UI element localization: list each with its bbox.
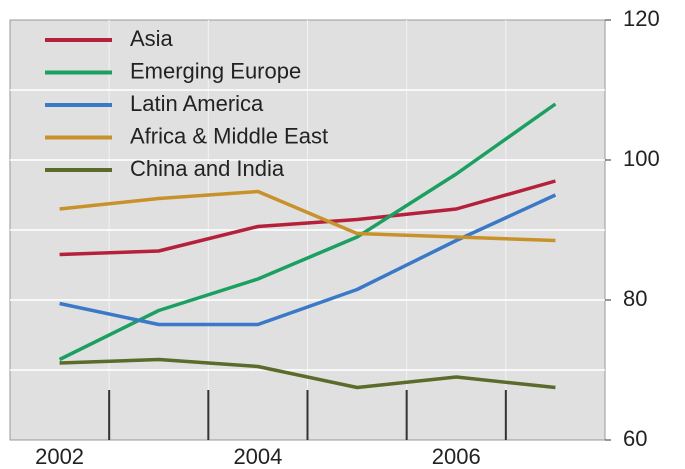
series-line [59,193,557,327]
legend-label: Africa & Middle East [130,123,328,148]
y-tick-label: 60 [623,426,647,451]
x-tick-label: 2006 [432,444,481,469]
legend-label: China and India [130,156,285,181]
legend-label: Emerging Europe [130,58,301,83]
series-line [58,102,557,362]
x-tick-label: 2004 [233,444,282,469]
legend-label: Latin America [130,91,264,116]
series-line [59,179,556,257]
series-line [59,189,556,243]
y-tick-label: 120 [623,6,660,31]
legend-label: Asia [130,26,174,51]
series-line [59,357,556,390]
y-tick-label: 80 [623,286,647,311]
y-tick-label: 100 [623,146,660,171]
x-tick-label: 2002 [35,444,84,469]
